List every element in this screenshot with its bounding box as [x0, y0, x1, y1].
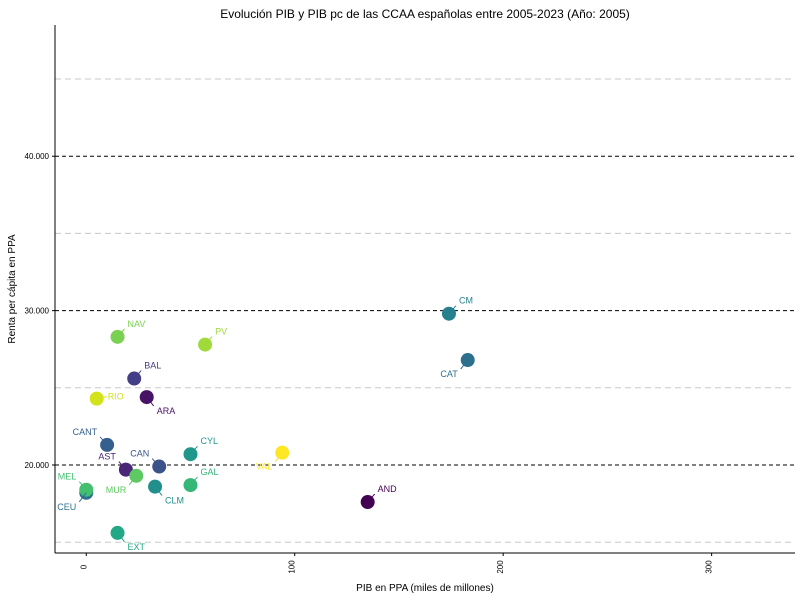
- grid-layer: [55, 78, 795, 543]
- label-leader-ara: [146, 396, 155, 407]
- point-label-cant: CANT: [73, 427, 98, 437]
- y-tick-label: 30.000: [25, 307, 50, 316]
- y-tick-label: 20.000: [25, 461, 50, 470]
- point-label-cm: CM: [459, 296, 473, 306]
- label-leader-bal: [133, 370, 142, 379]
- label-leader-cyl: [190, 445, 198, 455]
- point-label-ceu: CEU: [57, 502, 76, 512]
- label-leader-ext: [117, 532, 125, 543]
- axis-layer: [54, 25, 795, 554]
- label-leader-ceu: [78, 492, 87, 503]
- label-leader-nav: [117, 328, 125, 338]
- point-label-mel: MEL: [58, 472, 77, 482]
- label-leader-cant: [99, 436, 108, 446]
- label-leader-gal: [190, 476, 198, 486]
- label-leader-pv: [204, 336, 213, 345]
- x-tick-label: 100: [288, 560, 297, 574]
- point-label-cyl: CYL: [200, 436, 218, 446]
- chart-title: Evolución PIB y PIB pc de las CCAA españ…: [220, 7, 630, 21]
- point-label-mur: MUR: [106, 485, 127, 495]
- point-label-and: AND: [378, 484, 398, 494]
- x-tick-label: 300: [705, 560, 714, 574]
- point-label-ara: ARA: [157, 406, 176, 416]
- label-leader-cm: [448, 305, 457, 315]
- label-leader-mur: [128, 475, 137, 486]
- point-label-ast: AST: [98, 452, 116, 462]
- label-leader-ast: [118, 461, 127, 470]
- tick-layer: 20.000 30.000 40.000 0 100 200 300: [25, 152, 714, 573]
- point-label-rio: RIO: [108, 392, 124, 402]
- point-label-can: CAN: [130, 449, 149, 459]
- label-leader-and: [367, 493, 376, 503]
- x-axis-label: PIB en PPA (miles de millones): [356, 583, 494, 594]
- point-label-cat: CAT: [440, 369, 458, 379]
- label-layer: AND ARA AST BAL CAN CANT CAT CEU CLM CM CYL EXT GAL M…: [57, 296, 473, 552]
- label-leader-can: [151, 458, 160, 467]
- point-label-val: VAL: [256, 462, 272, 472]
- point-label-ext: EXT: [128, 542, 146, 552]
- point-label-nav: NAV: [128, 319, 146, 329]
- point-layer: [79, 306, 475, 540]
- label-leader-rio: [96, 396, 107, 400]
- point-label-pv: PV: [215, 327, 227, 337]
- point-label-bal: BAL: [144, 361, 161, 371]
- label-leader-mel: [78, 481, 87, 491]
- x-tick-label: 0: [79, 564, 88, 569]
- label-leader-cat: [460, 359, 469, 370]
- label-leader-val: [274, 452, 283, 462]
- x-tick-label: 200: [496, 560, 505, 574]
- label-leader-clm: [154, 486, 163, 496]
- point-label-gal: GAL: [200, 467, 218, 477]
- point-label-clm: CLM: [165, 496, 184, 506]
- y-tick-label: 40.000: [25, 152, 50, 161]
- y-axis-label: Renta per cápita en PPA: [7, 234, 18, 344]
